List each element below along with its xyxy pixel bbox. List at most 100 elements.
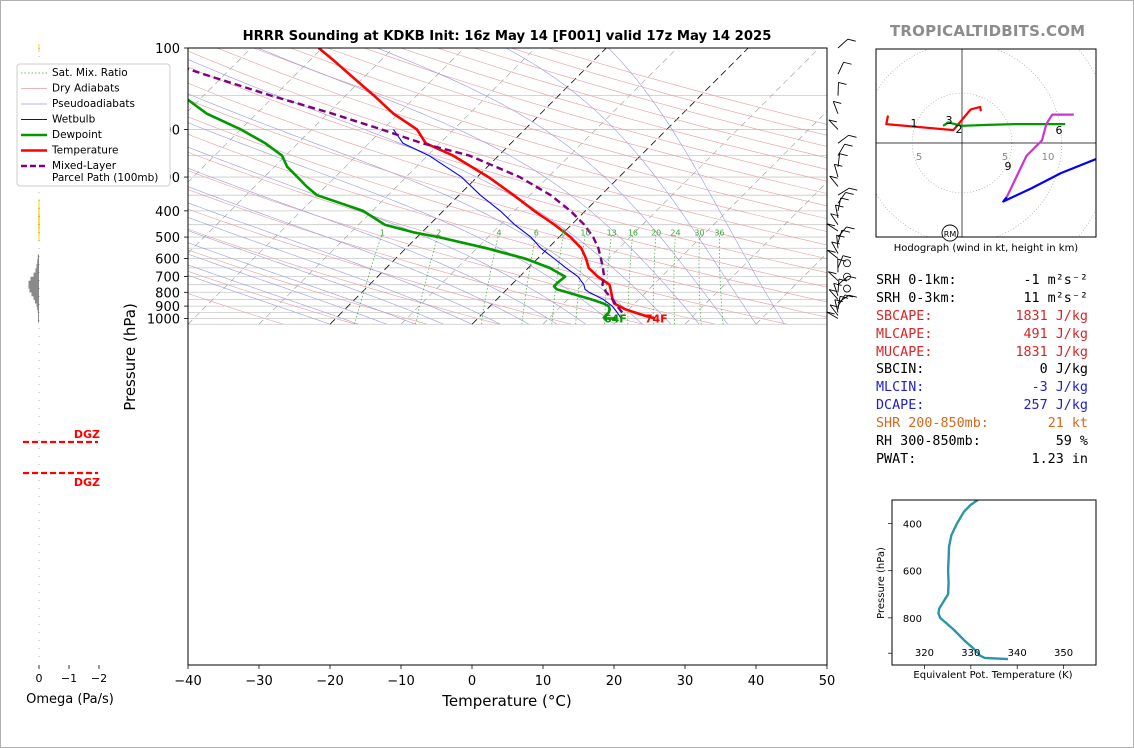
stat-label: PWAT: [876, 451, 917, 467]
wind-barb-flag [828, 119, 837, 123]
wind-barb-flag [849, 187, 858, 191]
dry-adiabat [188, 99, 827, 288]
dry-adiabat [188, 116, 827, 303]
pseudoadiabat [377, 48, 728, 325]
wind-barb-flag [842, 255, 852, 259]
legend-box [16, 63, 171, 187]
stats-panel: SRH 0-1km: -1 m²s⁻² SRH 0-3km: 11 m²s⁻² SBCA… [876, 272, 1096, 469]
dry-adiabat [363, 48, 827, 182]
dgz-label-bottom: DGZ [74, 476, 100, 489]
hodograph-ring-label: 5 [1002, 152, 1008, 163]
hodograph-segment [942, 121, 1066, 127]
wind-barb [837, 296, 841, 310]
stat-row: SHR 200-850mb: 21 kt [876, 415, 1096, 433]
theta-e-ylabel: Pressure (hPa) [876, 547, 887, 619]
omega-dgz-bar [38, 199, 40, 208]
hodograph-height-label: 1 [911, 117, 918, 130]
wind-barb [828, 119, 839, 130]
omega-dgz-bar [38, 227, 40, 236]
x-tick-label: 30 [677, 674, 694, 689]
series-temperature [317, 48, 656, 320]
wind-barb-flag [840, 197, 849, 201]
isotherm [188, 48, 252, 112]
wind-barb-flag [839, 153, 848, 157]
wind-barb [832, 101, 839, 114]
dry-adiabat [216, 48, 827, 232]
omega-bar [30, 276, 39, 285]
hodograph-segment [1005, 113, 1074, 198]
hodograph-height-label: 2 [956, 123, 963, 136]
omega-dgz-bar [38, 213, 40, 222]
y-tick-label: 100 [155, 42, 180, 57]
hodograph-height-label: 6 [1056, 124, 1063, 137]
y-tick-label: 800 [155, 286, 180, 301]
omega-tick-label: 0 [36, 672, 43, 685]
mixing-ratio-label: 2 [436, 228, 441, 237]
mixing-ratio-line [627, 234, 634, 325]
wind-barb [837, 62, 844, 75]
brand-logo: TROPICALTIDBITS.COM [890, 22, 1086, 40]
wind-barb-flag [829, 289, 838, 293]
wind-barb-flag [838, 82, 847, 85]
omega-dgz-bar [38, 206, 40, 215]
mixing-ratio-label: 1 [380, 228, 385, 237]
hodograph-height-label: 9 [1005, 160, 1012, 173]
wind-barb [837, 294, 850, 304]
x-tick-label: 50 [819, 674, 836, 689]
stat-row: MUCAPE: 1831 J/kg [876, 344, 1096, 362]
dry-adiabat [188, 293, 284, 325]
pseudoadiabat [608, 48, 785, 325]
legend-entry: Wetbulb [52, 114, 96, 126]
omega-tick-label: −1 [61, 672, 77, 685]
mixing-ratio-line [415, 234, 439, 325]
mixing-ratio-label: 10 [580, 228, 590, 237]
skewt-plot: −40−30−20−100102030405010020030040050060… [16, 38, 858, 710]
series-wetbulb [393, 129, 622, 319]
stat-value: 491 J/kg [1023, 326, 1089, 342]
mixing-ratio-label: 6 [534, 228, 539, 237]
pseudoadiabat [188, 202, 501, 325]
pseudoadiabat [188, 59, 672, 325]
x-tick-label: −10 [387, 674, 414, 689]
wind-barb [837, 275, 849, 286]
x-tick-label: 0 [468, 674, 476, 689]
wind-barb [833, 283, 839, 297]
wind-barb-flag [848, 275, 857, 279]
theta-e-y-tick-label: 600 [903, 567, 922, 578]
pseudoadiabat [188, 146, 586, 325]
stat-label: MLCAPE: [876, 326, 933, 342]
omega-dgz-bar [38, 233, 40, 242]
stat-label: RH 300-850mb: [876, 434, 981, 450]
mixing-ratio-line [673, 234, 676, 325]
wind-barb [826, 311, 839, 319]
dry-adiabat [188, 133, 827, 318]
dry-adiabat [188, 249, 428, 325]
x-tick-label: −40 [174, 674, 201, 689]
stat-value: 1831 J/kg [1015, 308, 1088, 324]
pseudoadiabat [188, 264, 359, 325]
wind-barb [837, 153, 841, 167]
stat-label: SRH 0-1km: [876, 273, 957, 288]
legend: Sat. Mix. Ratio Dry Adiabats Pseudoadiabat… [16, 63, 171, 187]
pseudoadiabat [188, 217, 473, 325]
stat-label: DCAPE: [876, 398, 925, 414]
wind-barb [836, 235, 839, 249]
wind-barb-flag [828, 271, 837, 275]
legend-entry: Temperature [51, 145, 119, 157]
skewt-ylabel: Pressure (hPa) [121, 303, 139, 411]
stat-label: SHR 200-850mb: [876, 416, 989, 432]
x-tick-label: 10 [535, 674, 552, 689]
mixing-ratio-label: 20 [651, 228, 661, 237]
theta-e-x-tick-label: 320 [915, 648, 934, 659]
theta-e-x-tick-label: 350 [1054, 648, 1073, 659]
isotherm [329, 48, 607, 325]
calm-wind-marker [843, 284, 851, 293]
wind-barb-flag [836, 234, 845, 238]
wind-barb [831, 241, 839, 254]
mixing-ratio-line [480, 234, 499, 325]
omega-xlabel: Omega (Pa/s) [26, 692, 114, 707]
legend-entry: Dewpoint [52, 129, 102, 141]
dry-adiabat [188, 228, 500, 325]
hodograph-segment [1002, 157, 1096, 203]
